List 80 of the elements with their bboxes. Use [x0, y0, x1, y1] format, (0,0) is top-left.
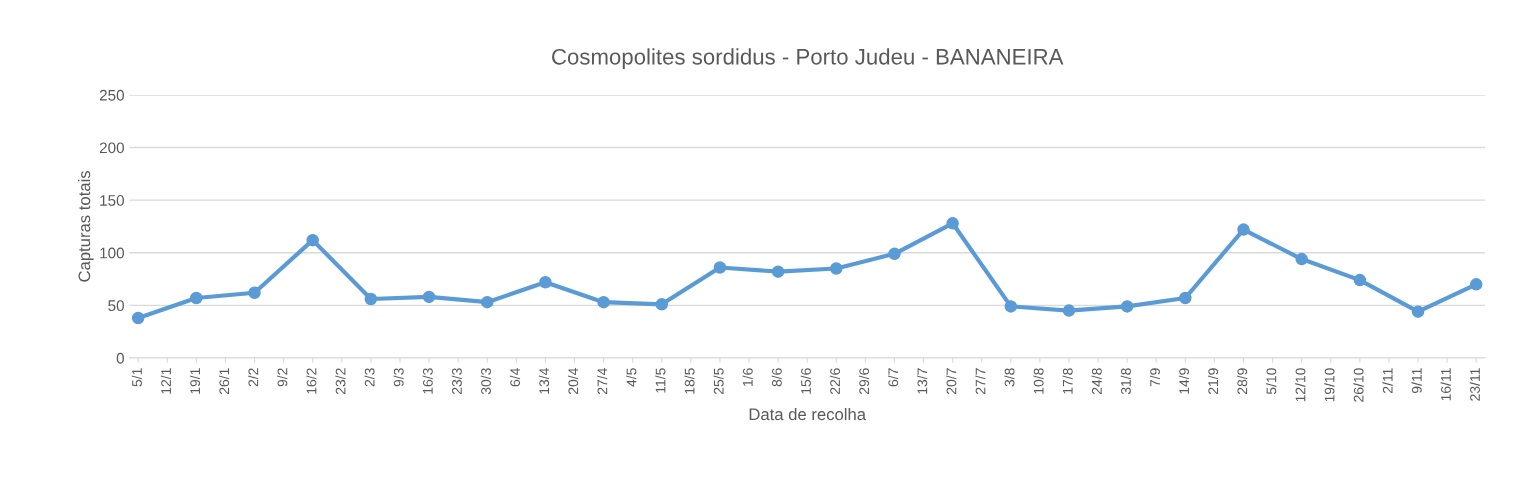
x-tick-label: 23/2 — [335, 368, 346, 394]
point — [946, 217, 959, 230]
x-tick-label: 12/1 — [160, 368, 171, 394]
x-tick-label: 16/2 — [306, 368, 317, 394]
y-tick-label: 50 — [108, 300, 124, 312]
x-tick-label: 13/4 — [538, 368, 550, 394]
x-tick-label: 30/3 — [480, 368, 491, 395]
x-tick-label: 11/5 — [655, 368, 666, 393]
x-tick-label: 8/6 — [771, 368, 782, 387]
x-tick-label: 27/4 — [597, 368, 608, 394]
x-tick-label: 1/6 — [742, 368, 753, 386]
x-tick-label: 15/6 — [800, 368, 811, 394]
x-axis-title: Data de recolha — [749, 407, 867, 421]
chart-title: Cosmopolites sordidus - Porto Judeu - BANANEIRA — [552, 48, 1064, 70]
point — [1411, 305, 1425, 318]
x-tick-label: 27/7 — [975, 368, 986, 394]
x-tick-label: 9/2 — [277, 368, 288, 387]
point — [539, 275, 552, 289]
point — [131, 311, 145, 325]
x-tick-label: 28/9 — [1237, 368, 1248, 394]
x-tick-label: 19/1 — [189, 368, 201, 394]
x-tick-label: 10/8 — [1033, 368, 1044, 394]
x-tick-label: 3/8 — [1004, 368, 1015, 387]
y-tick-label: 200 — [99, 142, 124, 154]
x-tick-label: 16/11 — [1440, 368, 1451, 401]
point — [306, 233, 319, 247]
point — [1062, 304, 1076, 317]
x-tick-label: 5/1 — [131, 368, 142, 387]
point — [480, 295, 494, 309]
x-tick-label: 6/7 — [887, 368, 899, 387]
x-tick-label: 7/9 — [1149, 368, 1160, 387]
point — [364, 292, 378, 306]
x-tick-label: 14/9 — [1178, 368, 1190, 394]
x-tick-label: 25/5 — [713, 368, 724, 394]
x-tick-label: 22/6 — [829, 368, 841, 394]
point — [713, 261, 727, 274]
point — [597, 295, 610, 309]
x-tick-label: 4/5 — [626, 368, 637, 387]
x-tick-label: 6/4 — [509, 368, 521, 387]
x-tick-label: 24/8 — [1091, 368, 1102, 394]
y-tick-label: 150 — [100, 195, 124, 206]
x-tick-label: 16/3 — [422, 368, 433, 394]
point — [190, 291, 203, 305]
x-tick-label: 2/3 — [364, 368, 375, 387]
y-axis-title: Capturas totais — [78, 171, 94, 282]
x-tick-label: 31/8 — [1120, 368, 1131, 395]
point — [1179, 291, 1192, 305]
x-tick-label: 2/11 — [1382, 368, 1393, 393]
x-tick-label: 12/10 — [1295, 368, 1306, 402]
point — [1004, 300, 1018, 313]
x-tick-label: 26/1 — [218, 368, 230, 394]
point — [422, 290, 436, 304]
x-tick-label: 5/10 — [1266, 368, 1277, 395]
x-tick-label: 23/3 — [451, 368, 462, 394]
point — [248, 286, 261, 299]
x-tick-label: 18/5 — [684, 368, 695, 394]
x-tick-label: 20/4 — [568, 368, 579, 394]
y-tick-label: 100 — [100, 247, 124, 259]
y-tick-label: 250 — [99, 89, 124, 101]
point — [1295, 252, 1308, 266]
x-tick-label: 17/8 — [1062, 368, 1073, 394]
x-tick-label: 9/3 — [393, 368, 404, 387]
point — [1237, 223, 1250, 236]
y-tick-label: 0 — [116, 352, 124, 364]
x-tick-label: 23/11 — [1469, 368, 1480, 401]
point — [655, 298, 669, 311]
x-tick-label: 26/10 — [1353, 368, 1364, 402]
x-tick-label: 20/7 — [946, 368, 957, 394]
point — [888, 247, 901, 261]
x-tick-label: 19/10 — [1324, 368, 1335, 402]
x-tick-label: 21/9 — [1207, 368, 1219, 394]
x-tick-label: 2/2 — [248, 368, 259, 387]
point — [1353, 273, 1367, 287]
point — [1469, 278, 1483, 291]
point — [1120, 300, 1134, 313]
x-tick-label: 29/6 — [858, 368, 870, 394]
point — [830, 262, 843, 275]
x-tick-label: 13/7 — [917, 368, 928, 394]
point — [771, 265, 785, 278]
x-tick-label: 9/11 — [1411, 368, 1422, 394]
